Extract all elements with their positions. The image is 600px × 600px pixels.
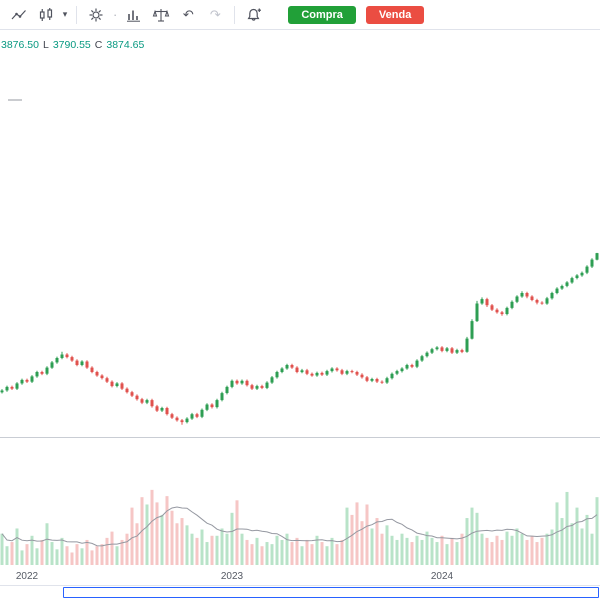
x-axis-tick-label: 2024 (431, 571, 454, 582)
compare-scales-icon[interactable] (148, 3, 174, 27)
dot-separator: · (113, 7, 118, 22)
toolbar-separator (76, 5, 77, 24)
line-chart-icon[interactable] (6, 3, 32, 27)
candlestick-chart[interactable]: 2022 2023 2024 (0, 30, 600, 585)
candle-style-icon[interactable] (33, 3, 59, 27)
candles (0, 252, 599, 425)
chart-area[interactable]: 3876.50 L 3790.55 C 3874.65 2022 2023 2024 (0, 30, 600, 600)
sell-button[interactable]: Venda (365, 5, 425, 24)
toolbar-separator (234, 5, 236, 24)
redo-icon[interactable]: ↷ (209, 7, 221, 22)
top-toolbar: ▾ · ↶ ↷ (0, 0, 600, 30)
bell-alert-icon[interactable] (241, 3, 267, 27)
x-axis-labels: 2022 2023 2024 (16, 571, 454, 582)
volume-ma-line (1, 506, 598, 547)
bottom-bar (0, 585, 600, 600)
indicators-icon[interactable] (121, 3, 147, 27)
timeline-scrollbar[interactable] (63, 587, 599, 598)
chevron-down-icon[interactable]: ▾ (62, 9, 68, 19)
x-axis-tick-label: 2023 (221, 571, 244, 582)
x-axis-tick-label: 2022 (16, 571, 39, 582)
undo-icon[interactable]: ↶ (182, 7, 194, 22)
gear-icon[interactable] (83, 3, 109, 27)
buy-button[interactable]: Compra (288, 5, 356, 24)
volume-bars (0, 489, 599, 565)
